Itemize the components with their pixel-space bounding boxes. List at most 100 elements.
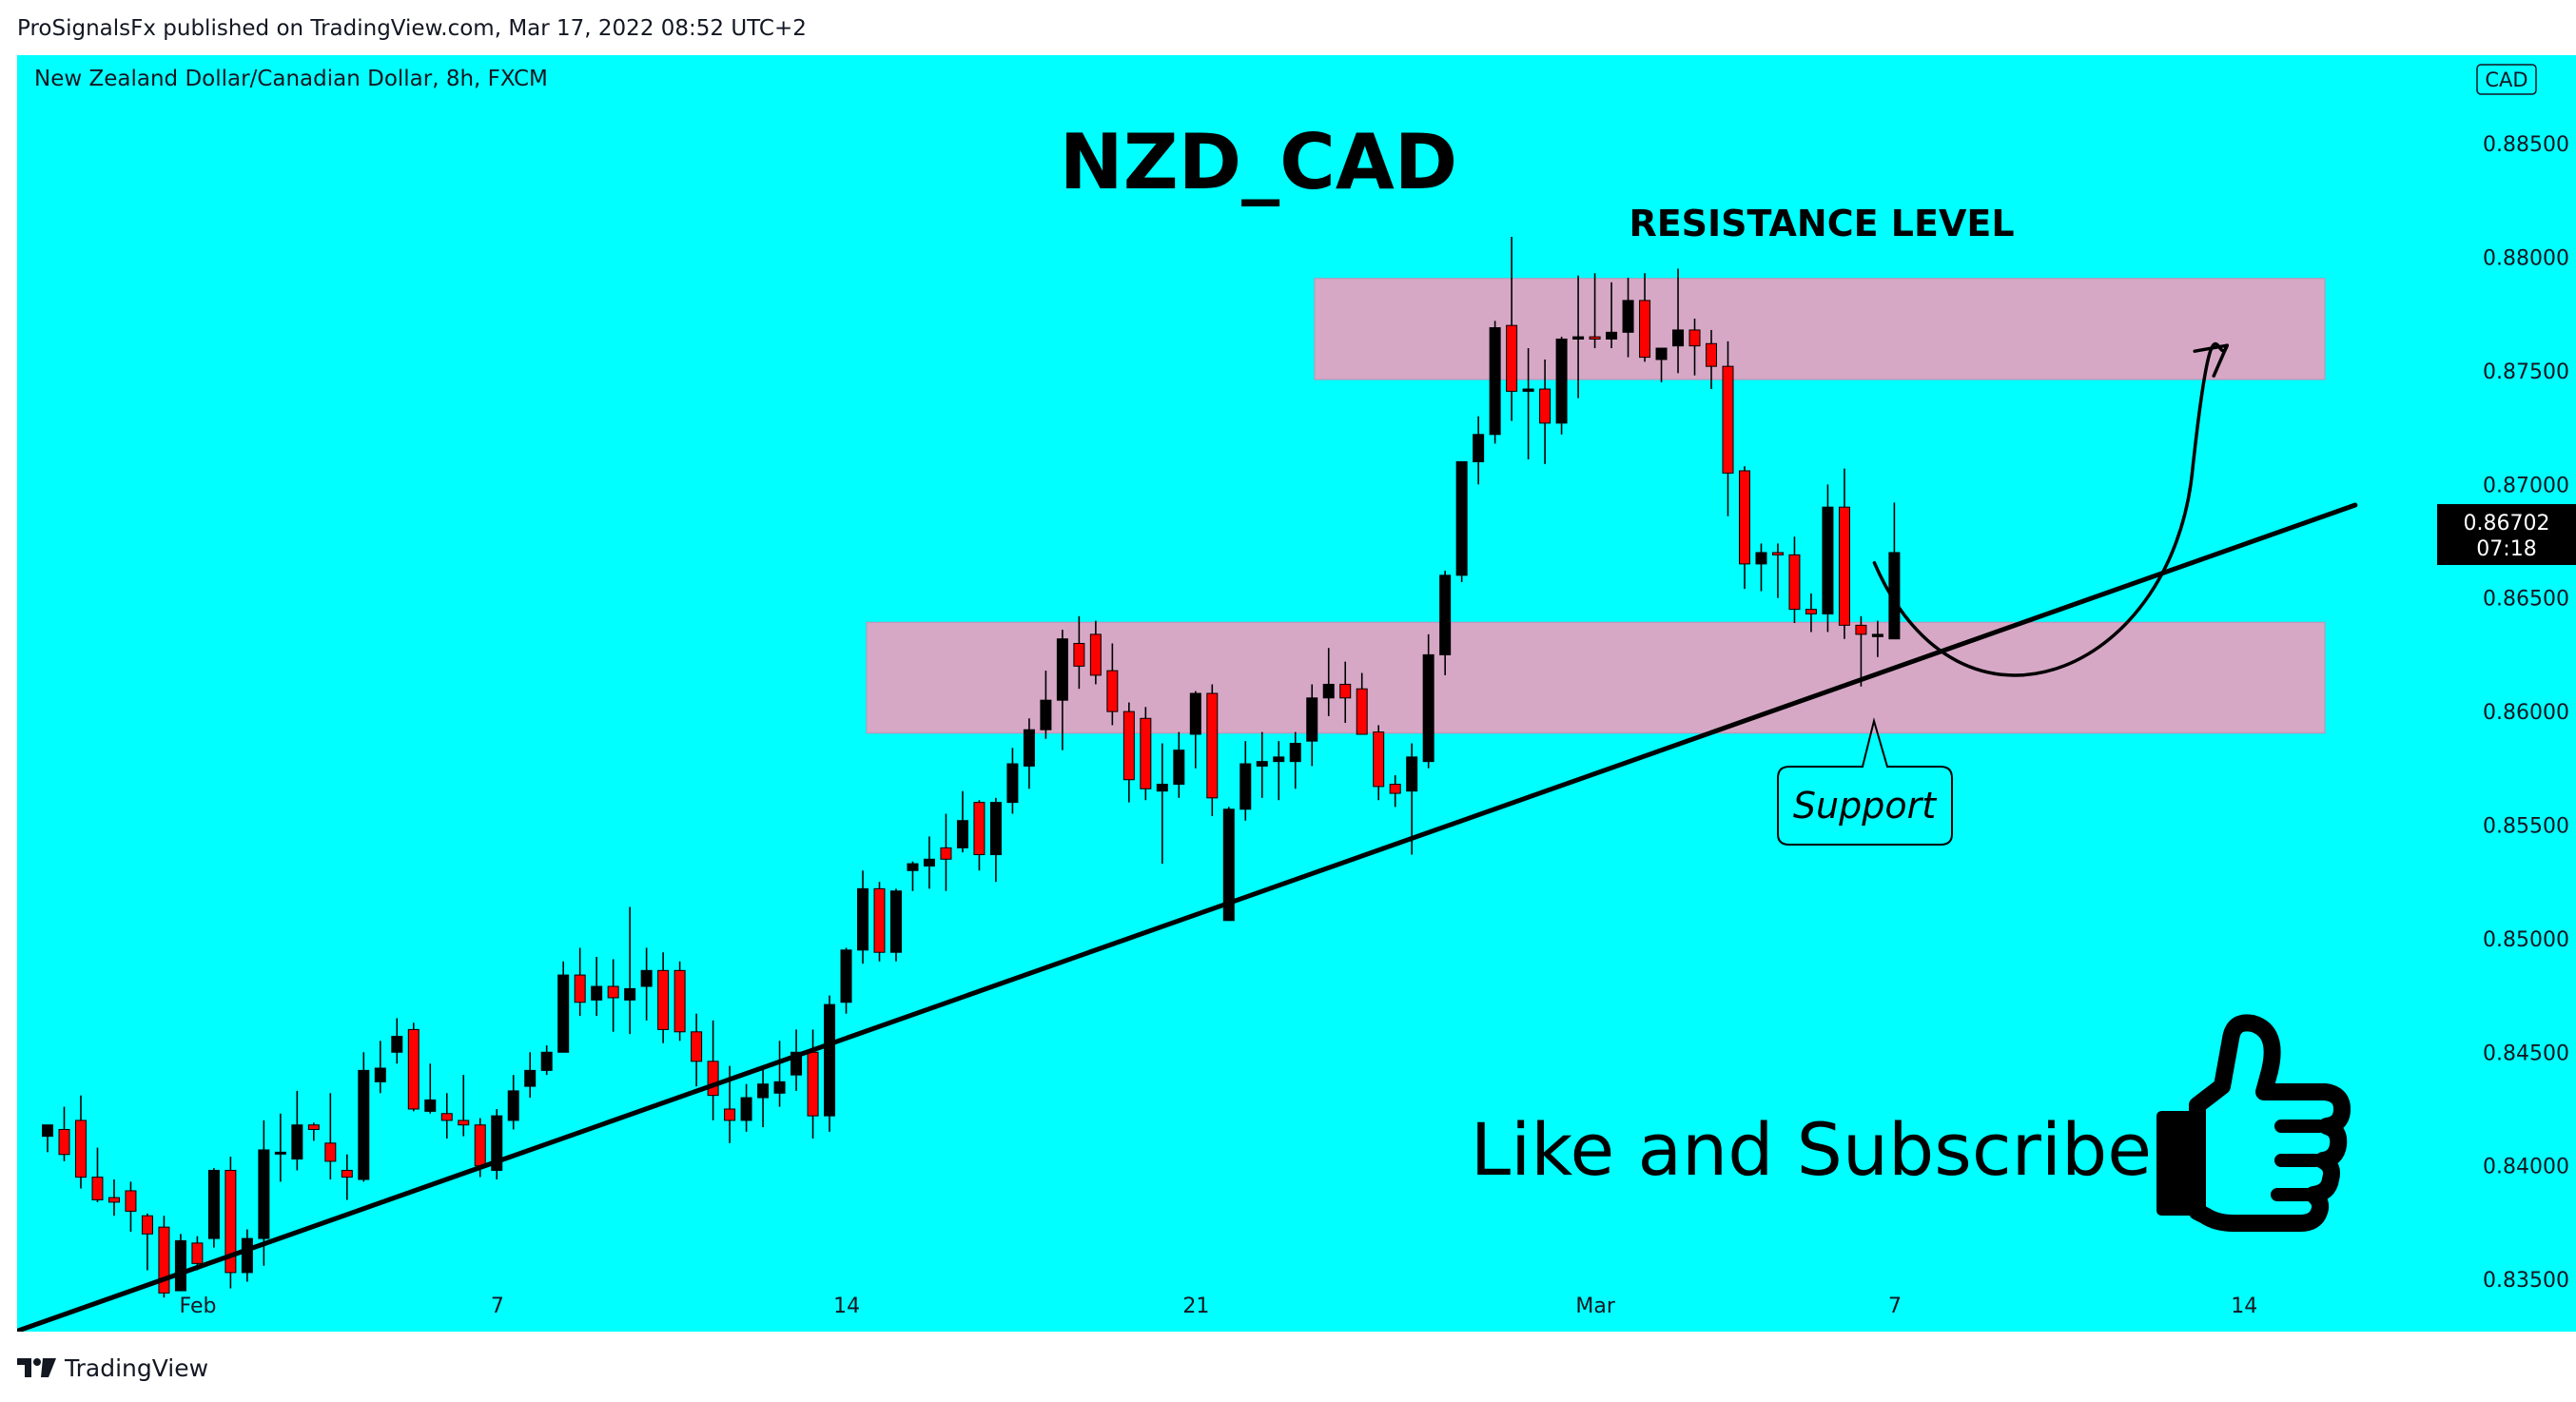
candle [940, 813, 952, 891]
candle [74, 1095, 87, 1189]
candle-body-up [1455, 460, 1468, 576]
candle [1356, 672, 1368, 735]
candle-body-up [1522, 388, 1534, 392]
candle [1289, 731, 1301, 789]
candle-body-up [923, 858, 935, 867]
candle-body-up [1056, 638, 1068, 701]
candle [207, 1168, 220, 1248]
x-tick-label: 7 [491, 1295, 504, 1318]
candle-body-down [1539, 388, 1551, 424]
candle-body-up [241, 1237, 253, 1274]
x-tick-label: 21 [1182, 1295, 1209, 1318]
candle [1256, 731, 1268, 798]
candle-body-down [341, 1169, 353, 1178]
candle [1706, 329, 1717, 390]
candle-body-down [440, 1113, 453, 1121]
countdown: 07:18 [2476, 537, 2536, 561]
candle-body-up [840, 949, 852, 1003]
candle [824, 995, 836, 1132]
publisher-header: ProSignalsFx published on TradingView.co… [17, 16, 807, 41]
candle [1439, 571, 1452, 675]
candle-body-down [1639, 300, 1651, 359]
y-tick-label: 0.87000 [2483, 474, 2569, 497]
candle [307, 1122, 320, 1141]
x-tick-label: 7 [1888, 1295, 1902, 1318]
candle [1555, 337, 1568, 435]
candle [1023, 718, 1035, 789]
candle [358, 1052, 370, 1182]
candle-body-down [657, 969, 670, 1030]
candle-body-up [907, 863, 919, 871]
candle [424, 1063, 437, 1114]
candle [591, 956, 603, 1017]
candle [1572, 275, 1585, 399]
candle [607, 959, 619, 1032]
candle-body-up [1888, 552, 1901, 640]
candle-body-down [74, 1120, 87, 1178]
candle-body-down [307, 1124, 320, 1130]
candle-body-down [724, 1108, 736, 1121]
candle-body-down [1706, 342, 1717, 367]
candle [58, 1106, 70, 1161]
candle-body-up [1622, 300, 1634, 333]
trendline [17, 502, 2358, 1332]
candle [1688, 318, 1701, 376]
candle [91, 1147, 104, 1202]
candle-body-down [1356, 688, 1368, 735]
candle-body-up [424, 1099, 437, 1112]
candle-body-down [224, 1169, 237, 1274]
y-tick-label: 0.88000 [2483, 247, 2569, 271]
candle-body-up [1655, 347, 1668, 360]
candle-body-down [973, 802, 986, 856]
candle-body-up [1322, 683, 1335, 699]
candle [341, 1154, 353, 1200]
candle-body-down [1688, 329, 1701, 347]
chart-area[interactable]: New Zealand Dollar/Canadian Dollar, 8h, … [17, 55, 2576, 1332]
candle [540, 1045, 553, 1076]
candle [141, 1213, 153, 1271]
candle [458, 1075, 470, 1137]
candle [391, 1018, 403, 1064]
candle [241, 1229, 253, 1282]
candle-body-down [1122, 711, 1135, 781]
y-tick-label: 0.84500 [2483, 1042, 2569, 1065]
axis-layer: 0.83500 0.84000 0.84500 0.85000 0.85500 0.860… [180, 64, 2576, 1318]
candle [1771, 543, 1784, 598]
candle-body-down [707, 1061, 719, 1097]
candle-body-up [1256, 761, 1268, 767]
candle [374, 1041, 386, 1094]
candle-body-down [1589, 336, 1601, 340]
candle-body-up [1422, 653, 1434, 763]
candle [291, 1090, 303, 1171]
resistance-label: RESISTANCE LEVEL [1629, 203, 2014, 244]
candle [1422, 633, 1434, 769]
candles-layer [42, 237, 1901, 1298]
candle-body-up [640, 969, 653, 987]
candle [1140, 707, 1152, 801]
y-tick-label: 0.84000 [2483, 1156, 2569, 1179]
candle-body-down [1771, 552, 1784, 555]
candle [907, 861, 919, 891]
candle [440, 1093, 453, 1139]
candle-body-down [91, 1177, 104, 1201]
candle [1206, 684, 1219, 816]
candle-body-up [1189, 692, 1201, 735]
candle-body-up [1822, 506, 1834, 614]
candle [1539, 359, 1551, 464]
candle [707, 1020, 719, 1120]
candle [1306, 684, 1318, 767]
candle-body-up [358, 1069, 370, 1180]
candle-body-up [790, 1051, 803, 1076]
candle-body-down [191, 1242, 204, 1264]
y-tick-label: 0.87500 [2483, 360, 2569, 384]
candle-body-up [1239, 763, 1252, 810]
candle [1522, 348, 1534, 460]
y-tick-label: 0.83500 [2483, 1269, 2569, 1293]
candle-body-down [125, 1190, 137, 1212]
candle [1672, 268, 1685, 374]
candle-body-up [591, 985, 603, 1001]
resistance-zone [1314, 278, 2326, 380]
candle-body-down [1788, 554, 1801, 611]
candle-body-down [1373, 731, 1385, 788]
candle [956, 790, 968, 853]
